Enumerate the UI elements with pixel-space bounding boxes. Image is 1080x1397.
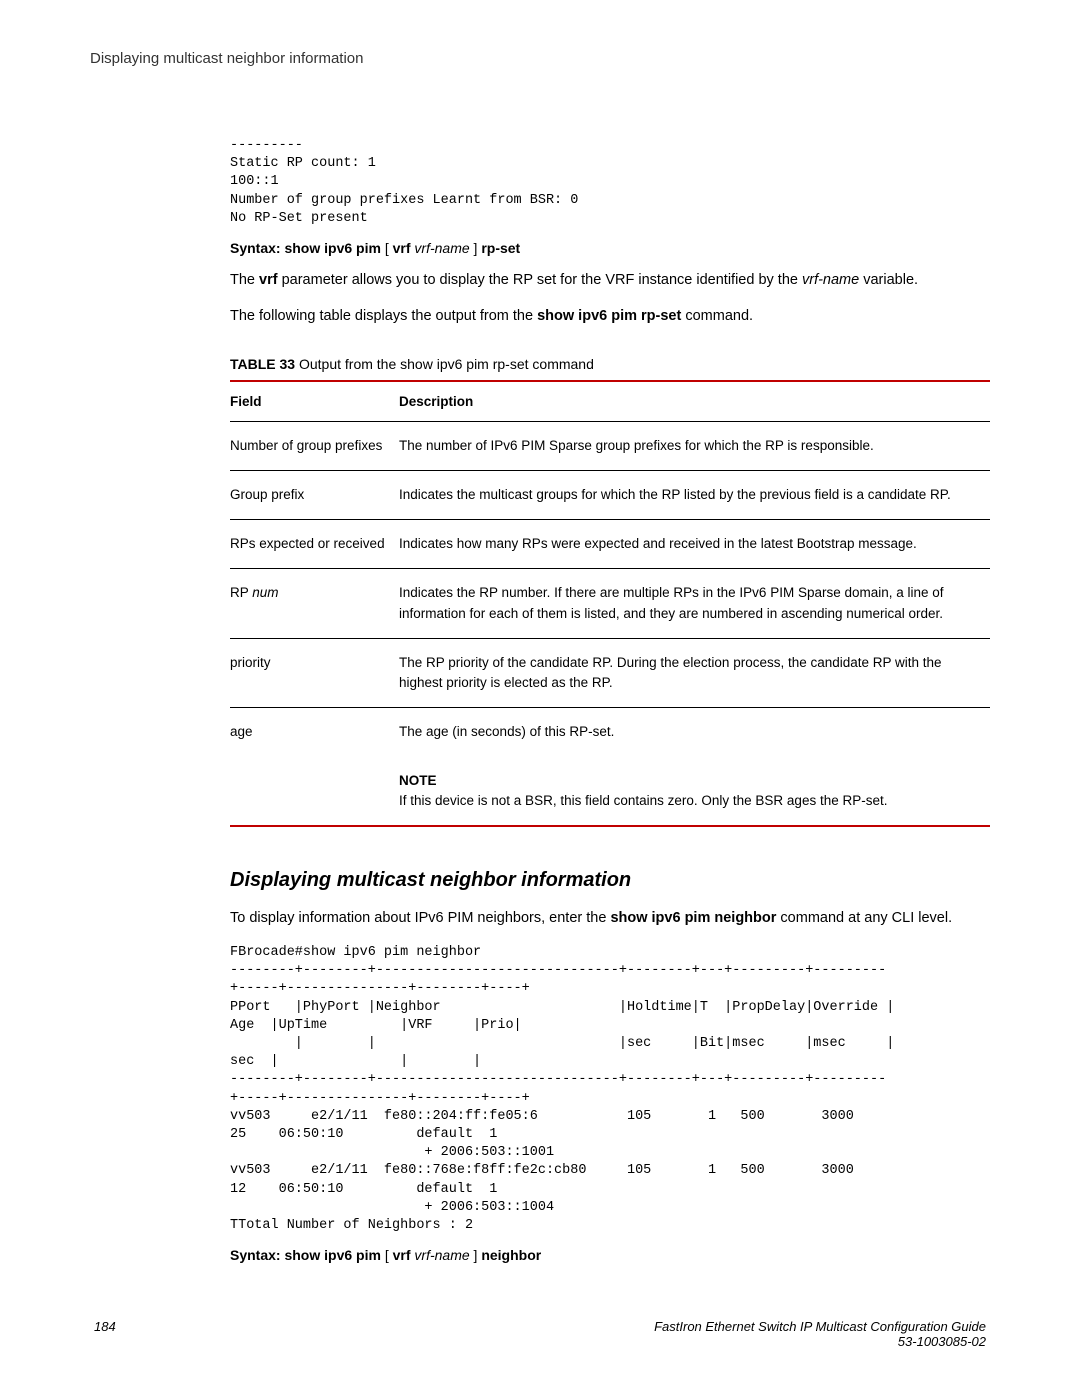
table-row: RP num Indicates the RP number. If there…	[230, 569, 990, 639]
desc-cell: Indicates the multicast groups for which…	[399, 470, 990, 519]
page-footer: 184 FastIron Ethernet Switch IP Multicas…	[90, 1319, 990, 1349]
syntax-neighbor: Syntax: show ipv6 pim [ vrf vrf-name ] n…	[230, 1247, 990, 1263]
table-row: Group prefix Indicates the multicast gro…	[230, 470, 990, 519]
table-row: RPs expected or received Indicates how m…	[230, 520, 990, 569]
syntax-arg: vrf-name	[414, 240, 469, 256]
field-cell: RPs expected or received	[230, 520, 399, 569]
desc-cell: Indicates the RP number. If there are mu…	[399, 569, 990, 639]
footer-docnum: 53-1003085-02	[654, 1334, 986, 1349]
footer-title: FastIron Ethernet Switch IP Multicast Co…	[654, 1319, 986, 1334]
rpset-output-table: Field Description Number of group prefix…	[230, 380, 990, 828]
table-row: Number of group prefixes The number of I…	[230, 421, 990, 470]
th-description: Description	[399, 381, 990, 422]
syntax-vrf: vrf	[393, 240, 411, 256]
field-cell: Number of group prefixes	[230, 421, 399, 470]
syntax-suffix: rp-set	[481, 240, 520, 256]
header-title: Displaying multicast neighbor informatio…	[90, 50, 363, 67]
desc-cell: The RP priority of the candidate RP. Dur…	[399, 638, 990, 708]
table-row: priority The RP priority of the candidat…	[230, 638, 990, 708]
table-label: TABLE 33	[230, 356, 295, 372]
code-output-rpset: --------- Static RP count: 1 100::1 Numb…	[230, 137, 990, 228]
field-cell: priority	[230, 638, 399, 708]
footer-page-number: 184	[94, 1319, 116, 1349]
field-cell: RP num	[230, 569, 399, 639]
table-caption: TABLE 33 Output from the show ipv6 pim r…	[230, 356, 990, 380]
table-caption-text: Output from the show ipv6 pim rp-set com…	[295, 356, 594, 372]
page-content: --------- Static RP count: 1 100::1 Numb…	[230, 137, 990, 1263]
desc-cell: The age (in seconds) of this RP-set.	[399, 708, 990, 757]
syntax-rpset: Syntax: show ipv6 pim [ vrf vrf-name ] r…	[230, 240, 990, 256]
syntax-prefix: Syntax: show ipv6 pim	[230, 1247, 381, 1263]
note-text: If this device is not a BSR, this field …	[399, 791, 984, 811]
note-cell: NOTE If this device is not a BSR, this f…	[399, 757, 990, 827]
table-intro: The following table displays the output …	[230, 306, 990, 328]
page: Displaying multicast neighbor informatio…	[0, 0, 1080, 1379]
neighbor-intro: To display information about IPv6 PIM ne…	[230, 908, 990, 930]
footer-doc-info: FastIron Ethernet Switch IP Multicast Co…	[654, 1319, 986, 1349]
syntax-suffix: neighbor	[481, 1247, 541, 1263]
code-output-neighbor: FBrocade#show ipv6 pim neighbor --------…	[230, 944, 990, 1236]
field-cell: age	[230, 708, 399, 757]
table-note-row: NOTE If this device is not a BSR, this f…	[230, 757, 990, 827]
section-heading-neighbor: Displaying multicast neighbor informatio…	[230, 869, 990, 892]
desc-cell: The number of IPv6 PIM Sparse group pref…	[399, 421, 990, 470]
vrf-param-desc: The vrf parameter allows you to display …	[230, 270, 990, 292]
table-row: age The age (in seconds) of this RP-set.	[230, 708, 990, 757]
page-header: Displaying multicast neighbor informatio…	[90, 50, 990, 67]
table-header-row: Field Description	[230, 381, 990, 422]
note-label: NOTE	[399, 771, 984, 791]
syntax-prefix: Syntax: show ipv6 pim	[230, 240, 381, 256]
field-cell: Group prefix	[230, 470, 399, 519]
syntax-vrf: vrf	[393, 1247, 411, 1263]
th-field: Field	[230, 381, 399, 422]
desc-cell: Indicates how many RPs were expected and…	[399, 520, 990, 569]
syntax-arg: vrf-name	[414, 1247, 469, 1263]
